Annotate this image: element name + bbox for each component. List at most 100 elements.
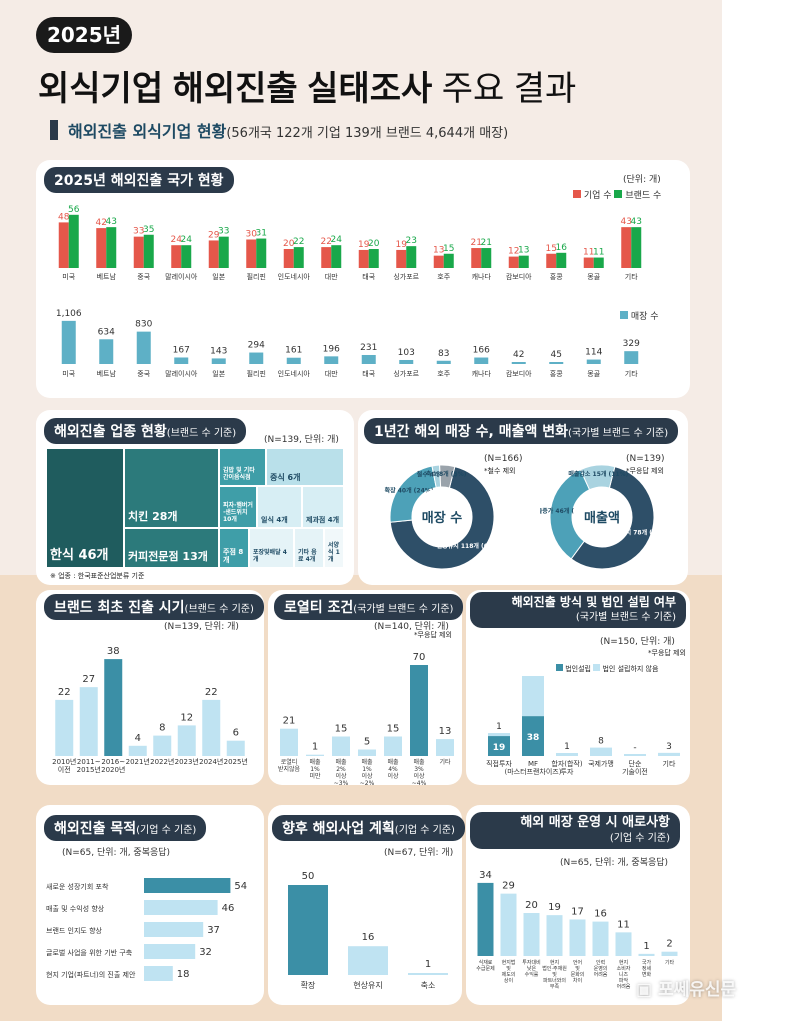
royalty-tick-label: 이상 [413,772,425,780]
country-value-label: 42 [96,218,107,228]
plan-tick-label: 현상유지 [353,980,382,990]
page-subtitle-rest: (56개국 122개 기업 139개 브랜드 4,644개 매장) [226,126,509,141]
treemap-cell-label: 중식 6개 [270,472,301,482]
method-note: *무응답 제외 [648,649,686,657]
treemap-cell-label: 서양식 1개 [328,542,340,564]
year-badge-text: 2025년 [46,23,122,47]
donut-slice-label: 매출감소 15개 (11%) [568,470,628,478]
first-entry-tick-label: 2023년 [175,757,199,766]
difficulty-value-label: 20 [525,900,538,911]
difficulty-tick-label: 수익률 [525,971,539,978]
donut-slice [439,464,456,489]
country-tick-label: 호주 [437,273,450,280]
country-bar-brand [481,248,492,268]
first-entry-value-label: 22 [58,687,71,698]
industry-title-text: 해외진출 업종 현황 [54,424,167,440]
first-entry-card [36,590,264,785]
first-entry-value-label: 22 [205,687,218,698]
legend-nocorp-label: 법인 설립하지 않음 [602,665,659,673]
store-value-label: 294 [248,341,265,351]
royalty-bar [306,754,324,756]
royalty-bar [358,749,376,756]
country-value-label: 19 [396,240,408,250]
country-value-label: 43 [621,217,632,227]
country-value-label: 30 [246,230,258,240]
treemap-cell: 한식 46개 [46,448,124,568]
industry-title-sub: (브랜드 수 기준) [166,428,237,439]
method-tick-label: 기술이전 [622,767,648,776]
difficulty-tick-label: 상이 [504,977,513,984]
first-entry-bar [55,699,74,756]
store-bar [211,358,226,364]
difficulty-bar [523,913,540,956]
plan-value-label: 1 [425,959,431,970]
year-badge: 2025년 [36,17,132,53]
first-entry-value-label: 8 [159,723,165,734]
country-bar-brand [556,252,567,268]
country-value-label: 22 [293,237,304,247]
treemap-cell: 기타 음료 4개 [294,528,324,568]
plan-title-sub: (기업 수 기준) [394,825,455,836]
first-entry-tick-label: 2010년 [52,757,76,766]
country-tick-label: 홍콩 [550,272,563,280]
difficulty-tick-label: 정세 [642,965,652,972]
country-bar-company [433,255,444,268]
industry-footnote: ※ 업종 : 한국표준산업분류 기준 [50,572,145,580]
country-bar-brand [143,234,154,268]
first-entry-tick-label: 2015년 [77,765,101,774]
royalty-value-label: 13 [439,726,452,737]
legend-store-label: 매장 수 [630,312,659,322]
store-bar [61,320,76,364]
treemap-cell-label: 커피전문점 13개 [128,550,208,564]
purpose-tick-label: 현지 기업(파트너)의 진출 제안 [46,970,136,979]
first-entry-bar [153,735,172,756]
store-tick-label: 캄보디아 [506,369,532,378]
donut-hole [573,488,631,546]
method-tick-label: (마스터프랜차이즈) [505,767,562,776]
purpose-chart: 새로운 성장기회 포착 54 매출 및 수익성 향상 46 브랜드 인지도 향상 37 글로… [46,878,247,981]
method-tick-label: 기타 [663,759,676,768]
store-bar [324,356,339,364]
purpose-tick-label: 글로벌 사업을 위한 기반 구축 [46,948,133,957]
country-value-label: 24 [171,235,183,245]
royalty-tick-label: 이상 [335,772,347,780]
first-entry-bar [128,745,147,756]
difficulty-tick-label: 현지법 [502,959,516,966]
page-title: 외식기업 해외진출 실태조사 주요 결과 [38,61,576,110]
store-count-donut: 현상유지 118개 (69%) 확장 40개 (24%) 철수 4개 (2%)축소 … [385,464,501,570]
donut-slice-label: 축소 8개 (5%) [426,470,467,478]
method-corp-value-label: 38 [527,733,540,743]
country-tick-label: 말레이시아 [165,272,198,280]
store-tick-label: 홍콩 [550,369,563,378]
store-value-label: 143 [210,346,227,356]
country-bar-company [583,257,594,268]
donut-slice-label: 현상유지 78개 (56%) [609,529,669,537]
store-bar [249,352,264,364]
store-tick-label: 태국 [362,370,375,378]
page-title-rest: 주요 결과 [432,70,577,108]
country-unit: (단위: 개) [623,175,661,185]
difficulty-bar [615,932,632,956]
first-entry-title: 브랜드 최초 진출 시기(브랜드 수 기준) [44,594,264,620]
first-entry-tick-label: 이전 [58,765,71,774]
donut-hole [413,488,471,546]
country-value-label: 31 [256,229,267,239]
store-value-label: 196 [323,344,340,354]
plan-title-text: 향후 해외사업 계획 [282,821,395,837]
purpose-title-text: 해외진출 목적 [54,821,137,837]
treemap-cell-label: 일식 4개 [261,515,288,524]
difficulty-bar [500,893,517,956]
country-value-label: 12 [508,247,519,257]
plan-bar [348,946,388,975]
store-value-label: 114 [585,348,602,358]
country-value-label: 11 [583,248,594,258]
method-bar-nocorp [488,733,510,737]
treemap-cell: 제과점 4개 [302,486,344,528]
first-entry-value-label: 38 [107,646,120,657]
store-value-label: 83 [438,349,449,359]
first-entry-bar [104,659,123,756]
country-value-label: 23 [406,236,417,246]
country-tick-label: 인도네시아 [278,272,311,280]
country-tick-label: 태국 [362,273,375,280]
